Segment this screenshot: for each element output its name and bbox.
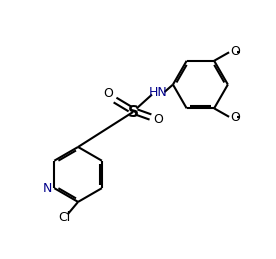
Text: O: O xyxy=(104,87,113,100)
Text: O: O xyxy=(153,113,163,126)
Text: HN: HN xyxy=(148,85,167,99)
Text: S: S xyxy=(128,105,139,119)
Text: Cl: Cl xyxy=(58,211,70,224)
Text: N: N xyxy=(43,182,52,195)
Text: O: O xyxy=(231,111,240,124)
Text: O: O xyxy=(231,45,240,58)
